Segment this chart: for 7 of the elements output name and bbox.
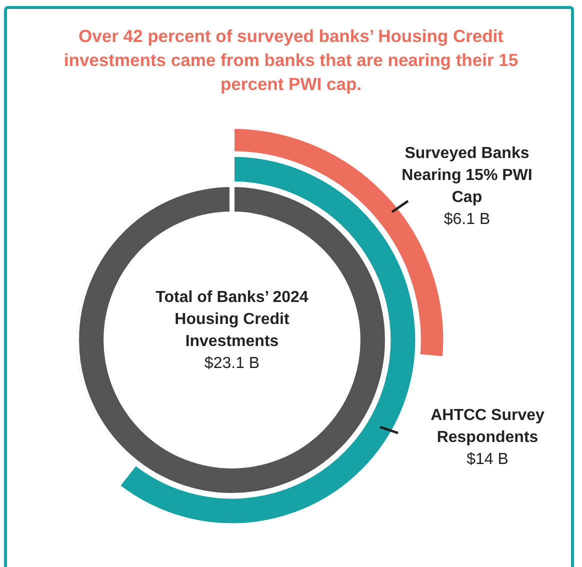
data-label: $14 B	[466, 451, 508, 468]
category-label: Surveyed Banks Nearing 15% PWI Cap	[400, 144, 534, 208]
text: Over 42 percent of surveyed banks’ Housing Credit investments came from banks that are nearing their 15 percent PWI cap.	[62, 25, 520, 96]
category-label: AHTCC Survey Respondents	[430, 406, 546, 448]
data-label: $23.1 B	[204, 355, 260, 372]
data-label: $6.1 B	[444, 211, 490, 228]
category-label: Total of Banks’ 2024 Housing Credit Investments	[154, 288, 310, 352]
